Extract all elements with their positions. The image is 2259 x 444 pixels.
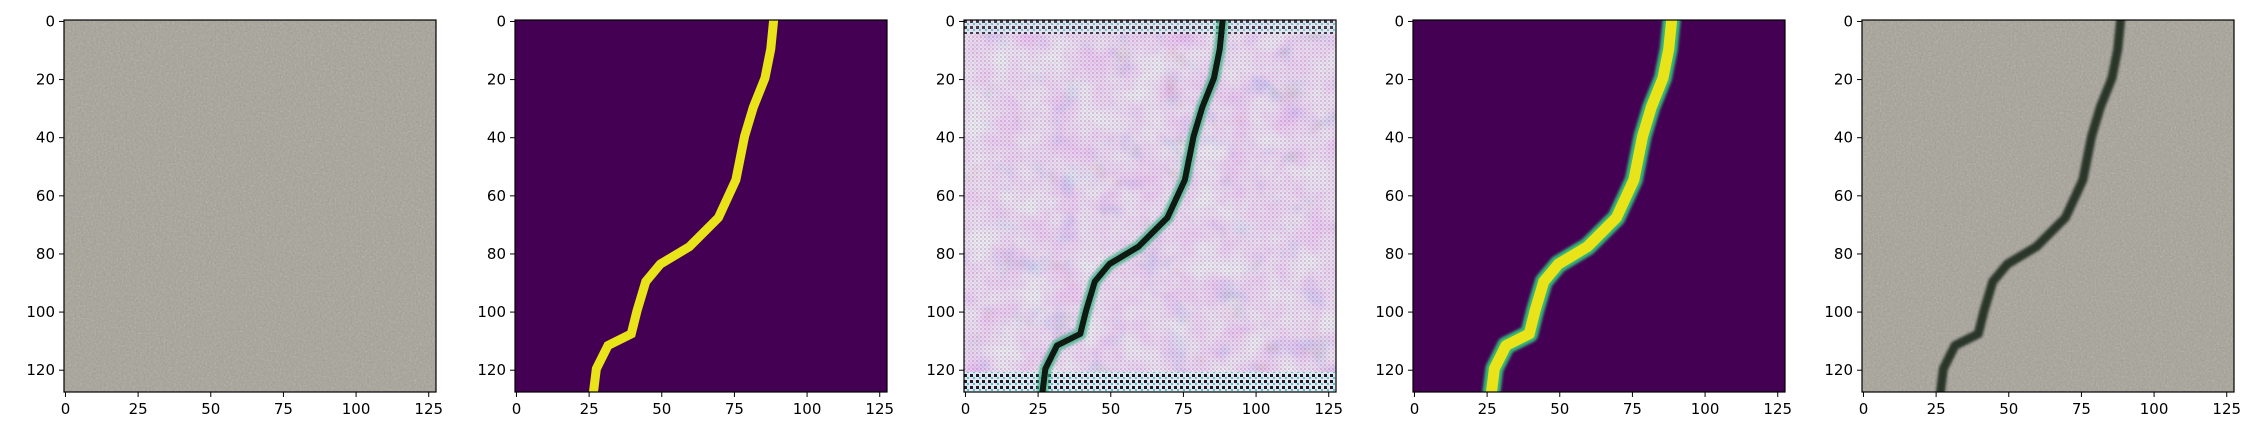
panel-ground-truth-mask: 0 25 50 75 100 125 0 20 40 60 80 100 120 [477,12,894,418]
predicted-mask-image [1413,20,1785,392]
x-tick-label: 50 [1999,400,2018,418]
x-tick-label: 25 [1478,400,1497,418]
y-tick-label: 60 [36,187,55,205]
y-tick-label: 120 [926,361,955,379]
panel-original-image: 0 25 50 75 100 125 0 20 40 60 80 100 120 [26,12,443,418]
x-tick-label: 25 [1927,400,1946,418]
x-tick-label: 100 [2140,400,2169,418]
overlay-image-image [1862,20,2234,392]
x-tick-label: 125 [1763,400,1792,418]
x-tick-label: 75 [2072,400,2091,418]
y-tick-label: 20 [487,71,506,89]
axes-frame [1412,19,1786,393]
y-tick-label: 100 [1375,303,1404,321]
crack-mask [1485,20,1678,392]
y-axis: 0 20 40 60 80 100 120 [26,12,64,379]
panels-layer: 0 25 50 75 100 125 0 20 40 60 80 100 120 0 25 50 75 100 12… [26,12,2241,418]
y-tick-label: 120 [1824,361,1853,379]
x-tick-label: 0 [961,400,971,418]
y-tick-label: 60 [1834,187,1853,205]
y-axis: 0 20 40 60 80 100 120 [477,12,515,379]
y-tick-label: 20 [1834,71,1853,89]
x-tick-label: 0 [1410,400,1420,418]
x-tick-label: 25 [129,400,148,418]
y-tick-label: 120 [26,361,55,379]
axes-frame [63,19,437,393]
y-tick-label: 120 [1375,361,1404,379]
x-tick-label: 0 [1859,400,1869,418]
y-tick-label: 60 [487,187,506,205]
x-axis: 0 25 50 75 100 125 [1859,392,2241,418]
axes-frame [963,19,1337,393]
y-axis: 0 20 40 60 80 100 120 [1824,12,1862,379]
crack-mask [588,20,779,392]
y-tick-label: 60 [936,187,955,205]
x-tick-label: 0 [512,400,522,418]
y-tick-label: 20 [36,71,55,89]
y-tick-label: 20 [1385,71,1404,89]
x-tick-label: 100 [793,400,822,418]
panel-generated-image: 0 25 50 75 100 125 0 20 40 60 80 100 120 [926,12,1343,418]
x-axis: 0 25 50 75 100 125 [1410,392,1792,418]
ground-truth-mask-image [515,20,887,392]
x-tick-label: 75 [725,400,744,418]
y-tick-label: 40 [36,129,55,147]
y-tick-label: 40 [936,129,955,147]
x-tick-label: 50 [652,400,671,418]
x-tick-label: 100 [1691,400,1720,418]
x-tick-label: 50 [201,400,220,418]
axes-frame [1861,19,2235,393]
panel-overlay-image: 0 25 50 75 100 125 0 20 40 60 80 100 120 [1824,12,2241,418]
generated-image-image [964,20,1336,392]
y-tick-label: 60 [1385,187,1404,205]
x-tick-label: 125 [414,400,443,418]
x-tick-label: 25 [1029,400,1048,418]
y-tick-label: 80 [1834,245,1853,263]
x-tick-label: 50 [1101,400,1120,418]
y-tick-label: 80 [1385,245,1404,263]
y-tick-label: 80 [36,245,55,263]
x-tick-label: 100 [1242,400,1271,418]
y-axis: 0 20 40 60 80 100 120 [926,12,964,379]
x-axis: 0 25 50 75 100 125 [61,392,443,418]
y-tick-label: 100 [26,303,55,321]
y-tick-label: 0 [496,12,506,30]
x-tick-label: 25 [580,400,599,418]
x-tick-label: 125 [2212,400,2241,418]
panel-predicted-mask: 0 25 50 75 100 125 0 20 40 60 80 100 120 [1375,12,1792,418]
axes-frame [514,19,888,393]
original-image-image [64,20,436,392]
x-tick-label: 75 [274,400,293,418]
y-tick-label: 40 [1385,129,1404,147]
x-tick-label: 100 [342,400,371,418]
y-tick-label: 100 [1824,303,1853,321]
y-tick-label: 100 [477,303,506,321]
x-axis: 0 25 50 75 100 125 [961,392,1343,418]
y-tick-label: 120 [477,361,506,379]
y-tick-label: 40 [487,129,506,147]
x-axis: 0 25 50 75 100 125 [512,392,894,418]
x-tick-label: 125 [865,400,894,418]
y-tick-label: 0 [945,12,955,30]
crack-overlay [1935,20,2126,392]
crack-generated [1039,20,1226,392]
x-tick-label: 75 [1623,400,1642,418]
y-tick-label: 40 [1834,129,1853,147]
x-tick-label: 50 [1550,400,1569,418]
y-axis: 0 20 40 60 80 100 120 [1375,12,1413,379]
y-tick-label: 0 [1394,12,1404,30]
x-tick-label: 75 [1174,400,1193,418]
x-tick-label: 0 [61,400,71,418]
x-tick-label: 125 [1314,400,1343,418]
y-tick-label: 100 [926,303,955,321]
y-tick-label: 20 [936,71,955,89]
y-tick-label: 80 [936,245,955,263]
y-tick-label: 0 [1843,12,1853,30]
y-tick-label: 80 [487,245,506,263]
y-tick-label: 0 [45,12,55,30]
